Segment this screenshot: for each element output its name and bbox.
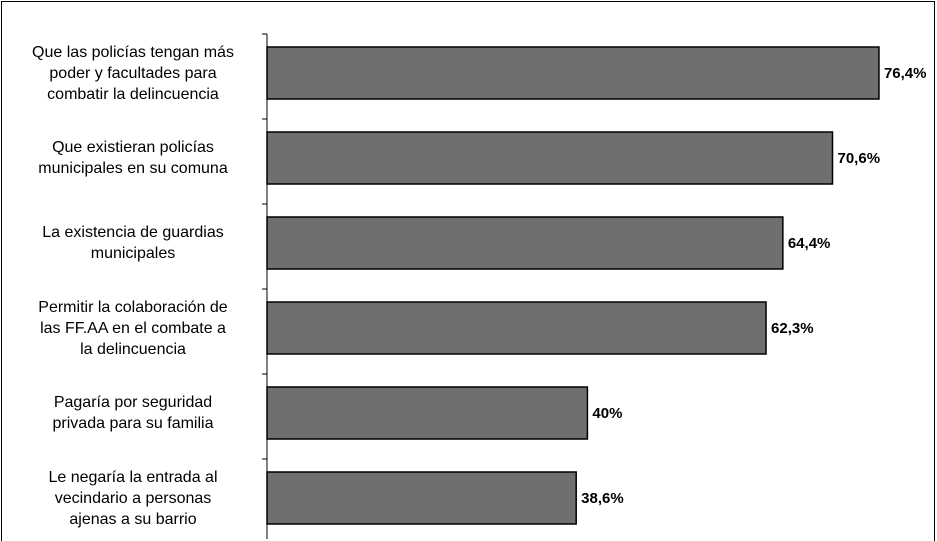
value-labels-group: 76,4% 70,6% 64,4% 62,3% 40% 38,6% <box>581 65 926 507</box>
category-label: Que existieran policías municipales en s… <box>38 139 228 177</box>
value-label: 38,6% <box>581 490 624 507</box>
value-label: 76,4% <box>884 65 927 82</box>
category-label: Permitir la colaboración de las FF.AA en… <box>38 298 228 358</box>
value-label: 70,6% <box>838 150 881 167</box>
y-axis-group <box>262 33 268 539</box>
bars-group <box>266 46 880 525</box>
category-label: La existencia de guardias municipales <box>42 224 224 262</box>
category-label: Le negaría la entrada al vecindario a pe… <box>48 468 218 528</box>
value-label: 62,3% <box>771 320 814 337</box>
bar <box>266 301 767 355</box>
bar <box>266 471 577 525</box>
value-label: 64,4% <box>788 235 831 252</box>
bar <box>266 131 834 185</box>
bar <box>266 216 784 270</box>
category-label: Pagaría por seguridad privada para su fa… <box>52 394 214 432</box>
value-label: 40% <box>592 405 622 422</box>
bar <box>266 386 589 440</box>
bar <box>266 46 880 100</box>
category-label: Que las policías tengan más poder y facu… <box>32 43 234 103</box>
